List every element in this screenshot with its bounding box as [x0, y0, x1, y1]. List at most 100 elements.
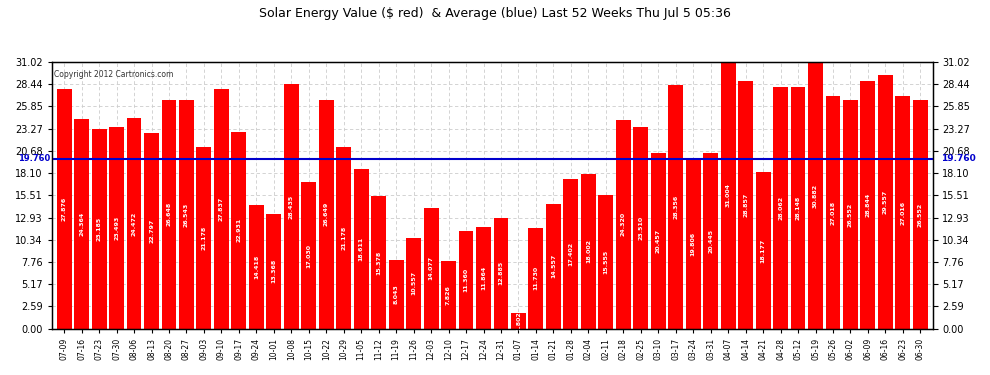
Text: 28.857: 28.857	[743, 192, 748, 217]
Bar	[92, 129, 107, 329]
Bar	[616, 120, 631, 329]
Text: 26.648: 26.648	[166, 202, 171, 226]
Bar	[424, 208, 439, 329]
Text: 13.368: 13.368	[271, 259, 276, 284]
Text: 11.730: 11.730	[534, 266, 539, 290]
Text: 15.555: 15.555	[603, 250, 608, 274]
Bar	[476, 227, 491, 329]
Bar	[860, 81, 875, 329]
Bar	[56, 89, 71, 329]
Text: 18.002: 18.002	[586, 239, 591, 263]
Bar	[319, 100, 334, 329]
Text: 27.876: 27.876	[61, 197, 66, 221]
Text: 31.004: 31.004	[726, 183, 731, 207]
Bar	[703, 153, 718, 329]
Bar	[406, 238, 421, 329]
Text: 28.356: 28.356	[673, 195, 678, 219]
Text: 18.611: 18.611	[358, 237, 363, 261]
Bar	[214, 89, 229, 329]
Bar	[634, 127, 648, 329]
Bar	[895, 96, 910, 329]
Bar	[248, 205, 263, 329]
Bar	[791, 87, 806, 329]
Text: 26.552: 26.552	[918, 202, 923, 227]
Bar	[337, 147, 351, 329]
Bar	[581, 174, 596, 329]
Bar	[808, 63, 823, 329]
Bar	[109, 127, 124, 329]
Bar	[301, 182, 316, 329]
Bar	[826, 96, 841, 329]
Bar	[529, 228, 544, 329]
Bar	[353, 169, 368, 329]
Text: 11.360: 11.360	[463, 268, 468, 292]
Text: 28.844: 28.844	[865, 193, 870, 217]
Bar	[721, 62, 736, 329]
Bar	[668, 85, 683, 329]
Bar	[284, 84, 299, 329]
Text: 26.543: 26.543	[184, 202, 189, 227]
Bar	[650, 153, 665, 329]
Bar	[161, 100, 176, 329]
Text: 19.806: 19.806	[691, 231, 696, 256]
Text: 19.760: 19.760	[941, 154, 976, 164]
Bar	[739, 81, 753, 329]
Bar	[442, 261, 456, 329]
Text: 18.177: 18.177	[760, 238, 765, 263]
Text: 20.457: 20.457	[655, 229, 660, 253]
Bar	[494, 218, 509, 329]
Bar	[74, 119, 89, 329]
Text: 14.418: 14.418	[253, 255, 258, 279]
Text: 17.030: 17.030	[306, 243, 311, 267]
Bar	[545, 204, 560, 329]
Bar	[458, 231, 473, 329]
Text: 28.435: 28.435	[289, 194, 294, 219]
Text: 27.018: 27.018	[831, 201, 836, 225]
Text: 22.931: 22.931	[237, 218, 242, 242]
Text: 14.557: 14.557	[550, 254, 556, 278]
Text: 28.148: 28.148	[796, 196, 801, 220]
Bar	[773, 87, 788, 329]
Bar	[913, 100, 928, 329]
Text: 7.826: 7.826	[446, 285, 451, 305]
Text: 14.077: 14.077	[429, 256, 434, 280]
Text: 21.178: 21.178	[342, 225, 346, 250]
Text: 23.493: 23.493	[114, 216, 119, 240]
Bar	[686, 158, 701, 329]
Text: 27.837: 27.837	[219, 197, 224, 221]
Bar	[127, 118, 142, 329]
Bar	[145, 133, 159, 329]
Text: 23.510: 23.510	[639, 216, 644, 240]
Text: 28.062: 28.062	[778, 196, 783, 220]
Bar	[563, 179, 578, 329]
Bar	[232, 132, 247, 329]
Text: 26.552: 26.552	[848, 202, 853, 227]
Bar	[371, 196, 386, 329]
Bar	[598, 195, 613, 329]
Bar	[511, 313, 526, 329]
Text: 1.802: 1.802	[516, 311, 521, 331]
Text: 29.557: 29.557	[883, 189, 888, 214]
Text: 21.178: 21.178	[201, 225, 207, 250]
Bar	[179, 100, 194, 329]
Text: 12.885: 12.885	[499, 261, 504, 285]
Text: 15.378: 15.378	[376, 251, 381, 275]
Text: Copyright 2012 Cartronics.com: Copyright 2012 Cartronics.com	[53, 70, 173, 79]
Text: 10.557: 10.557	[411, 271, 416, 296]
Text: 24.320: 24.320	[621, 212, 626, 236]
Text: 30.882: 30.882	[813, 184, 818, 208]
Bar	[843, 100, 858, 329]
Text: 11.864: 11.864	[481, 266, 486, 290]
Text: Solar Energy Value ($ red)  & Average (blue) Last 52 Weeks Thu Jul 5 05:36: Solar Energy Value ($ red) & Average (bl…	[259, 8, 731, 21]
Bar	[878, 75, 893, 329]
Text: 24.364: 24.364	[79, 212, 84, 236]
Text: 24.472: 24.472	[132, 211, 137, 236]
Text: 26.649: 26.649	[324, 202, 329, 226]
Text: 20.445: 20.445	[708, 229, 713, 253]
Bar	[266, 214, 281, 329]
Text: 17.402: 17.402	[568, 242, 573, 266]
Text: 27.016: 27.016	[900, 201, 906, 225]
Bar	[196, 147, 211, 329]
Bar	[755, 172, 770, 329]
Bar	[389, 260, 404, 329]
